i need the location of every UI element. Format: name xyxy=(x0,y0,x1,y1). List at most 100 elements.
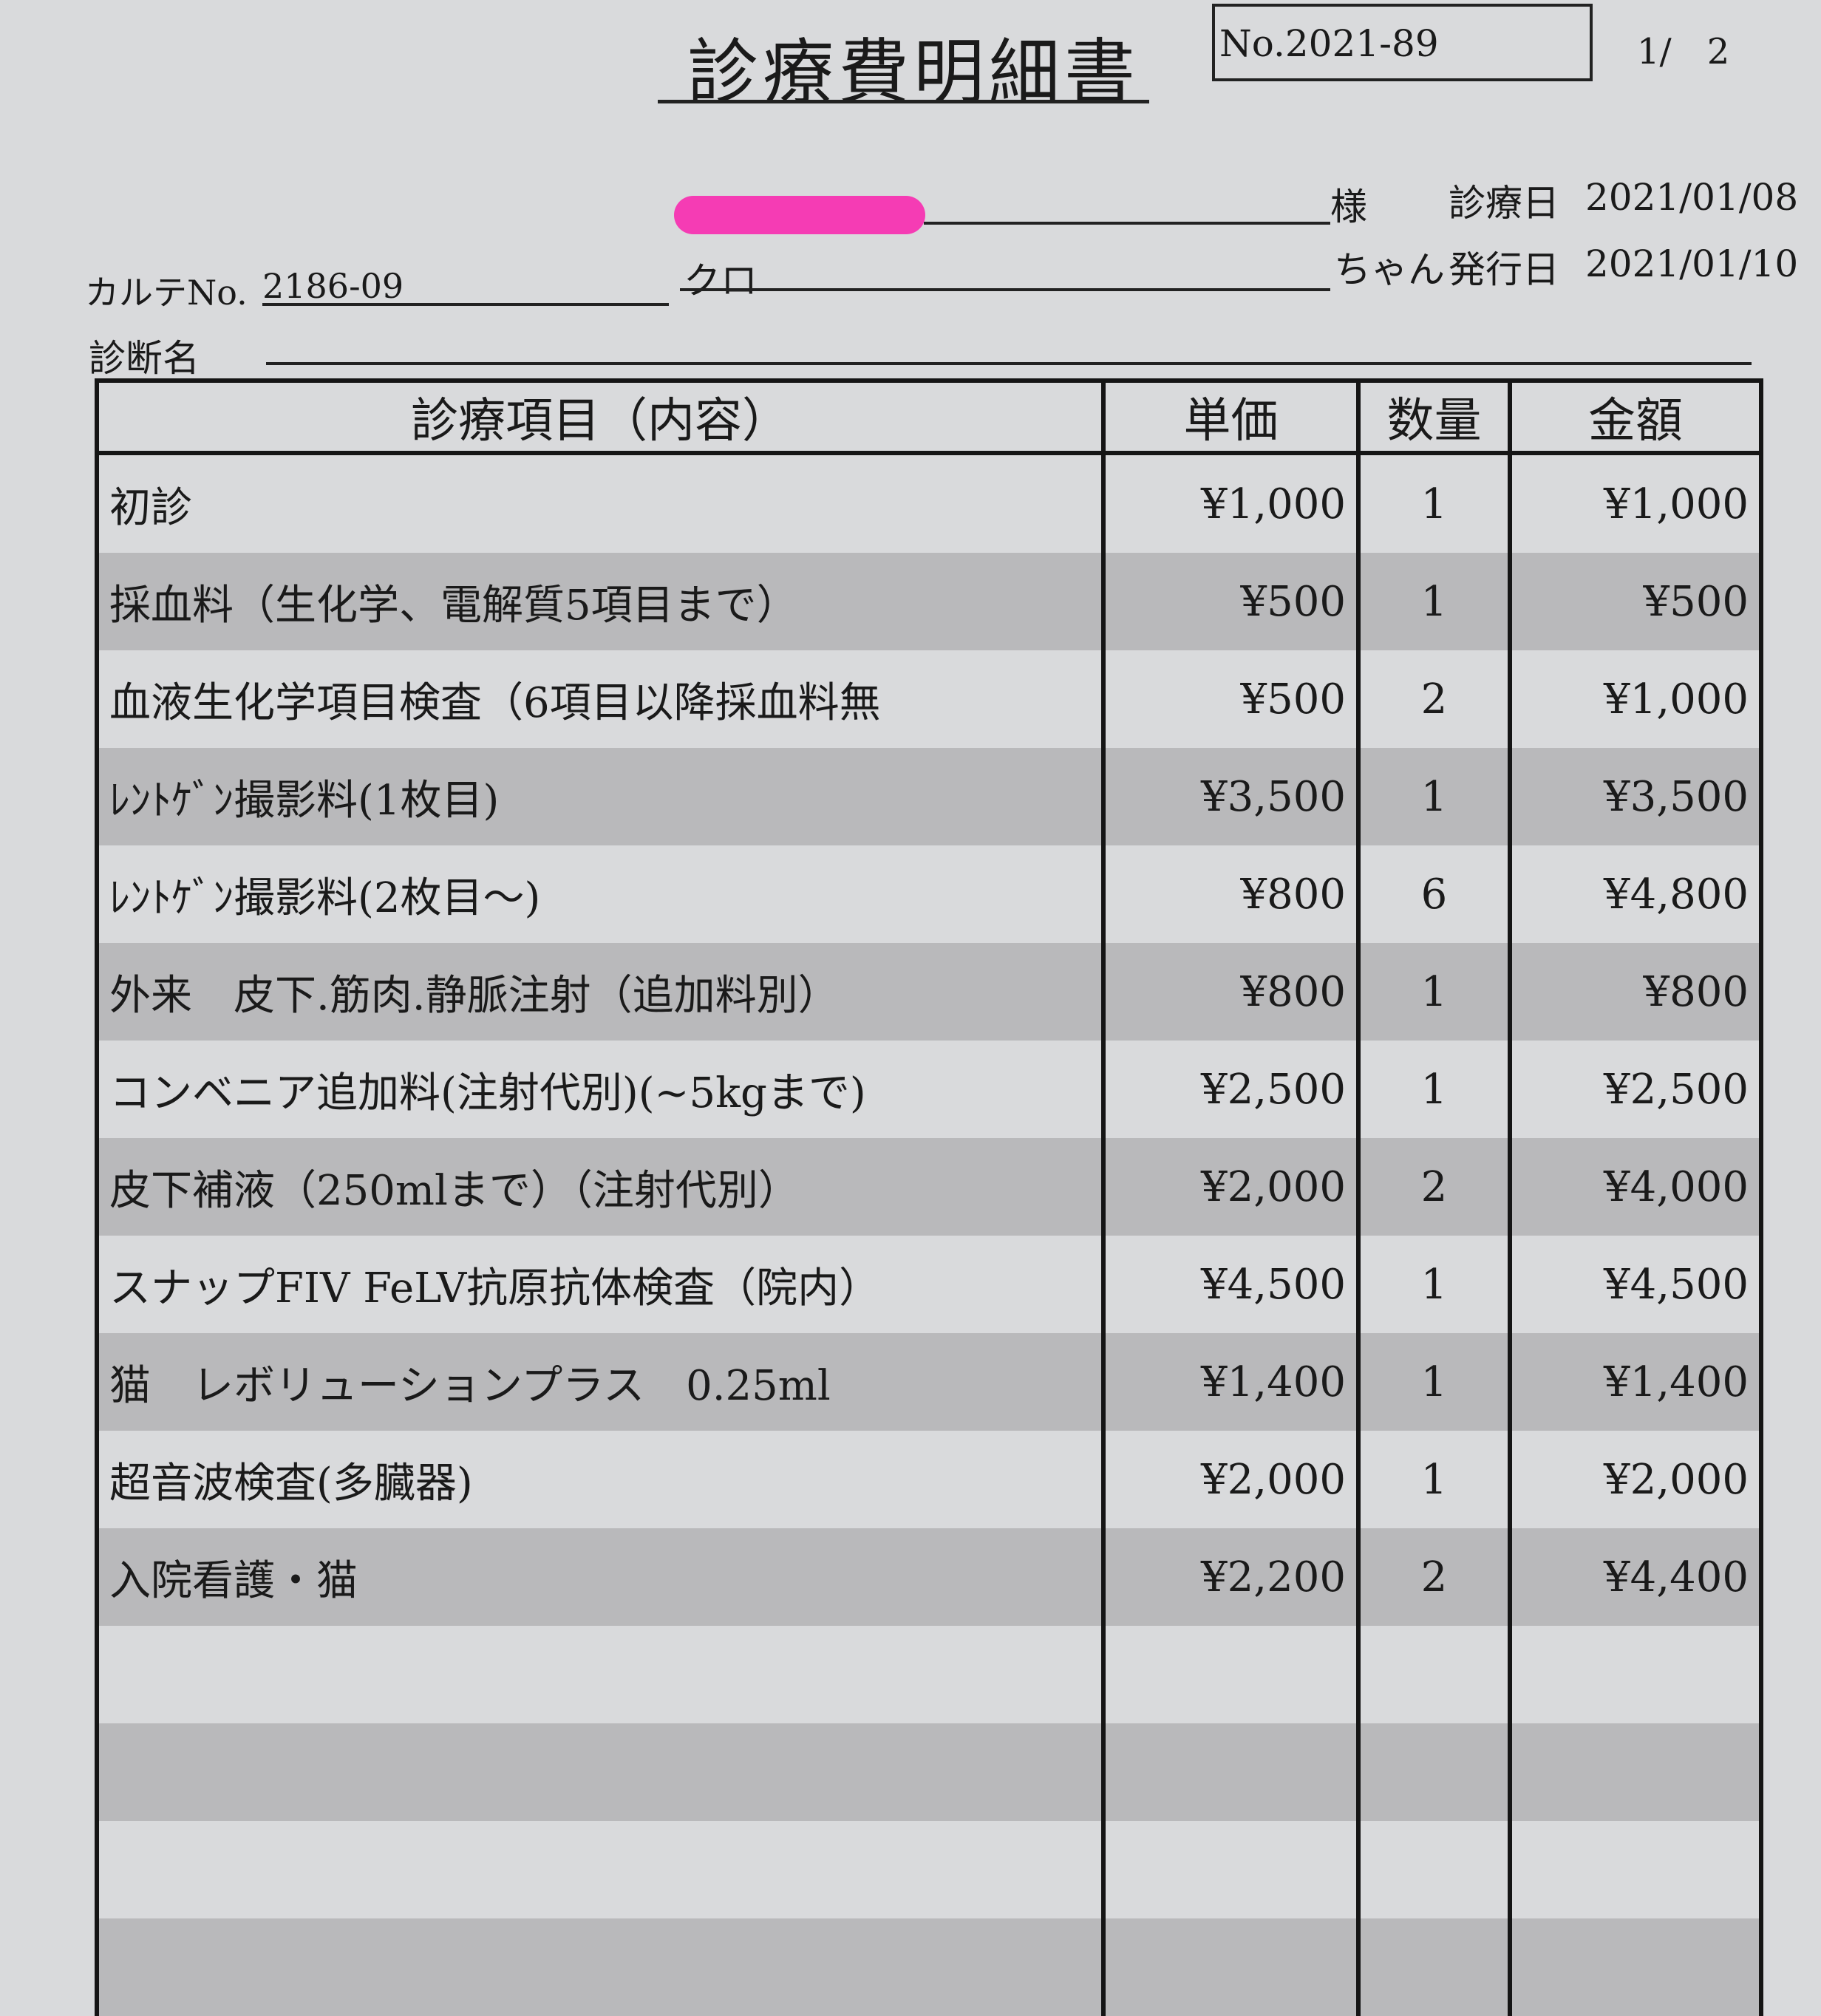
item-cell xyxy=(95,1626,1106,1723)
amount-cell: ¥500 xyxy=(1508,553,1763,650)
qty-cell xyxy=(1356,1821,1512,1918)
doc-number: No.2021-89 xyxy=(1219,22,1439,65)
item-cell: 初診 xyxy=(95,453,1106,553)
qty-cell xyxy=(1356,1723,1512,1821)
qty-cell: 2 xyxy=(1356,650,1512,748)
header-amount: 金額 xyxy=(1508,378,1763,455)
header-item: 診療項目（内容） xyxy=(95,378,1106,455)
amount-cell: ¥4,000 xyxy=(1508,1138,1763,1236)
amount-cell: ¥2,000 xyxy=(1508,1431,1763,1528)
qty-cell: 1 xyxy=(1356,553,1512,650)
amount-cell: ¥1,000 xyxy=(1508,650,1763,748)
item-cell xyxy=(95,1821,1106,1918)
qty-cell: 1 xyxy=(1356,748,1512,845)
qty-cell xyxy=(1356,1626,1512,1723)
price-cell xyxy=(1101,1821,1361,1918)
price-cell: ¥2,000 xyxy=(1101,1138,1361,1236)
table-row: 入院看護・猫 ¥2,200 2 ¥4,400 xyxy=(95,1528,1763,1626)
header-qty: 数量 xyxy=(1356,378,1512,455)
item-cell: 猫 レボリューションプラス 0.25ml xyxy=(95,1333,1106,1431)
chart-label: カルテNo. xyxy=(85,273,248,313)
header-price: 単価 xyxy=(1101,378,1361,455)
qty-cell: 1 xyxy=(1356,943,1512,1041)
table-row: コンベニア追加料(注射代別)(~5kgまで) ¥2,500 1 ¥2,500 xyxy=(95,1041,1763,1138)
amount-cell: ¥2,500 xyxy=(1508,1041,1763,1138)
item-cell: スナップFIV FeLV抗原抗体検査（院内） xyxy=(95,1236,1106,1333)
qty-cell: 1 xyxy=(1356,1333,1512,1431)
title-underline xyxy=(658,100,1149,103)
amount-cell: ¥800 xyxy=(1508,943,1763,1041)
table-row: 外来 皮下.筋肉.静脈注射（追加料別） ¥800 1 ¥800 xyxy=(95,943,1763,1041)
chart-line xyxy=(262,303,669,306)
exam-date-label: 診療日 xyxy=(1449,182,1559,225)
item-cell xyxy=(95,1723,1106,1821)
owner-name-line xyxy=(924,222,1330,225)
qty-cell xyxy=(1356,1918,1512,2016)
price-cell xyxy=(1101,1723,1361,1821)
qty-cell: 6 xyxy=(1356,845,1512,943)
price-cell xyxy=(1101,1918,1361,2016)
empty-row xyxy=(95,1821,1763,1918)
item-cell: 採血料（生化学、電解質5項目まで） xyxy=(95,553,1106,650)
price-cell: ¥1,000 xyxy=(1101,453,1361,553)
diagnosis-label: 診断名 xyxy=(89,337,200,380)
item-cell: 外来 皮下.筋肉.静脈注射（追加料別） xyxy=(95,943,1106,1041)
table-row: 猫 レボリューションプラス 0.25ml ¥1,400 1 ¥1,400 xyxy=(95,1333,1763,1431)
table-row: 採血料（生化学、電解質5項目まで） ¥500 1 ¥500 xyxy=(95,553,1763,650)
item-cell: ﾚﾝﾄｹﾞﾝ撮影料(2枚目～) xyxy=(95,845,1106,943)
qty-cell: 1 xyxy=(1356,453,1512,553)
amount-cell: ¥1,400 xyxy=(1508,1333,1763,1431)
price-cell: ¥800 xyxy=(1101,943,1361,1041)
table-row: 初診 ¥1,000 1 ¥1,000 xyxy=(95,453,1763,553)
price-cell: ¥500 xyxy=(1101,553,1361,650)
exam-date: 2021/01/08 xyxy=(1585,176,1799,219)
price-cell: ¥3,500 xyxy=(1101,748,1361,845)
amount-cell xyxy=(1508,1821,1763,1918)
item-cell xyxy=(95,1918,1106,2016)
item-cell: 皮下補液（250mlまで）（注射代別） xyxy=(95,1138,1106,1236)
price-cell xyxy=(1101,1626,1361,1723)
item-cell: 超音波検査(多臓器) xyxy=(95,1431,1106,1528)
qty-cell: 2 xyxy=(1356,1138,1512,1236)
honorific: 様 xyxy=(1330,185,1367,228)
empty-row xyxy=(95,1723,1763,1821)
pet-name-line xyxy=(680,288,1330,291)
amount-cell xyxy=(1508,1918,1763,2016)
table-row: 超音波検査(多臓器) ¥2,000 1 ¥2,000 xyxy=(95,1431,1763,1528)
price-cell: ¥800 xyxy=(1101,845,1361,943)
amount-cell: ¥3,500 xyxy=(1508,748,1763,845)
amount-cell: ¥4,500 xyxy=(1508,1236,1763,1333)
qty-cell: 1 xyxy=(1356,1236,1512,1333)
item-cell: 血液生化学項目検査（6項目以降採血料無 xyxy=(95,650,1106,748)
issue-date: 2021/01/10 xyxy=(1585,242,1799,285)
doc-number-box xyxy=(1212,4,1593,81)
item-cell: ﾚﾝﾄｹﾞﾝ撮影料(1枚目) xyxy=(95,748,1106,845)
pet-name: クロ xyxy=(684,259,758,302)
table-row: ﾚﾝﾄｹﾞﾝ撮影料(1枚目) ¥3,500 1 ¥3,500 xyxy=(95,748,1763,845)
pet-suffix: ちゃん xyxy=(1334,248,1445,291)
table-header-row: 診療項目（内容） 単価 数量 金額 xyxy=(95,378,1763,455)
table-row: スナップFIV FeLV抗原抗体検査（院内） ¥4,500 1 ¥4,500 xyxy=(95,1236,1763,1333)
diagnosis-line xyxy=(266,362,1752,365)
amount-cell: ¥1,000 xyxy=(1508,453,1763,553)
item-cell: コンベニア追加料(注射代別)(~5kgまで) xyxy=(95,1041,1106,1138)
item-cell: 入院看護・猫 xyxy=(95,1528,1106,1626)
price-cell: ¥500 xyxy=(1101,650,1361,748)
issue-date-label: 発行日 xyxy=(1449,248,1559,291)
price-cell: ¥1,400 xyxy=(1101,1333,1361,1431)
price-cell: ¥4,500 xyxy=(1101,1236,1361,1333)
chart-number: 2186-09 xyxy=(262,266,404,306)
qty-cell: 1 xyxy=(1356,1431,1512,1528)
empty-row xyxy=(95,1918,1763,2016)
empty-row xyxy=(95,1626,1763,1723)
amount-cell: ¥4,800 xyxy=(1508,845,1763,943)
amount-cell xyxy=(1508,1723,1763,1821)
amount-cell xyxy=(1508,1626,1763,1723)
table-row: 血液生化学項目検査（6項目以降採血料無 ¥500 2 ¥1,000 xyxy=(95,650,1763,748)
invoice-table: 診療項目（内容） 単価 数量 金額 初診 ¥1,000 1 ¥1,000 採血料（生化学… xyxy=(95,378,1763,2016)
owner-name-redaction xyxy=(674,196,925,234)
price-cell: ¥2,500 xyxy=(1101,1041,1361,1138)
qty-cell: 2 xyxy=(1356,1528,1512,1626)
price-cell: ¥2,200 xyxy=(1101,1528,1361,1626)
price-cell: ¥2,000 xyxy=(1101,1431,1361,1528)
